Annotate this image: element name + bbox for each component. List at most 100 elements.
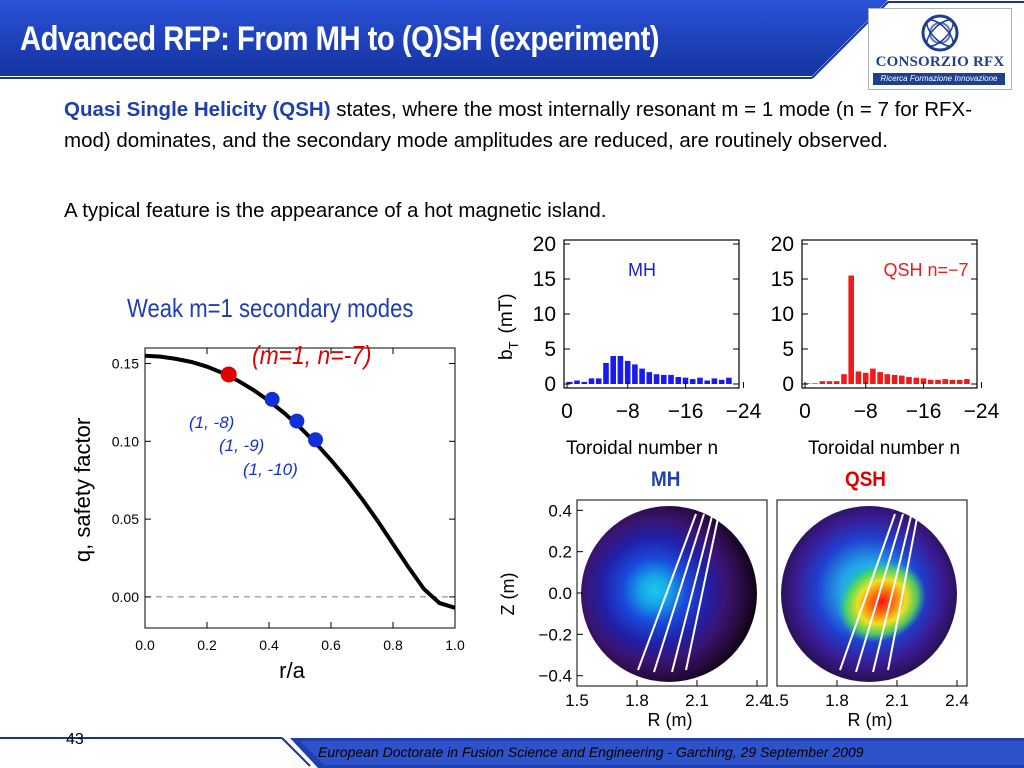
spectrum-bar: [603, 363, 609, 384]
q-xtick-label: 0.4: [259, 637, 279, 653]
spectrum-xtick-label: −8: [854, 400, 878, 423]
spectrum-xtick-label: −8: [616, 400, 640, 423]
map-ytick-label: 0.4: [548, 501, 572, 520]
qsh-xlabel: Toroidal number n: [808, 438, 960, 459]
qsh-map-frame: [776, 499, 968, 687]
map-xtick-label: 2.4: [945, 691, 969, 710]
footer-shape: [0, 737, 1024, 768]
mh-map-xlabel: R (m): [648, 710, 693, 730]
spectrum-ytick-label: 15: [533, 268, 556, 291]
spectrum-bar: [726, 377, 732, 384]
spectrum-ytick-label: 20: [533, 233, 556, 256]
spectrum-bar: [581, 381, 588, 384]
spectrum-bar: [567, 381, 573, 384]
label-1-8: (1, -8): [189, 413, 235, 432]
q-xlabel: r/a: [279, 658, 305, 683]
spectrum-bar: [891, 374, 898, 384]
spectrum-bar: [617, 356, 624, 384]
mh-xlabel: Toroidal number n: [566, 438, 718, 459]
qsh-map-xlabel: R (m): [848, 710, 893, 730]
qsh-caption: QSH: [845, 468, 886, 491]
mh-ylabel: bT(mT): [496, 293, 521, 360]
spectrum-bar: [949, 379, 956, 384]
q-xtick-label: 0.8: [383, 637, 403, 653]
spectrum-bar: [956, 379, 963, 384]
mh-emissivity-disc: [581, 506, 757, 682]
weak-modes-label: Weak m=1 secondary modes: [127, 293, 414, 323]
q-mode-points: [220, 366, 323, 448]
spectrum-ytick-label: 15: [771, 268, 794, 291]
paragraph-qsh: Quasi Single Helicity (QSH) states, wher…: [64, 94, 984, 156]
map-xtick-label: 1.8: [625, 691, 649, 710]
map-xtick-label: 1.8: [825, 691, 849, 710]
map-xtick-label: 1.5: [765, 691, 789, 710]
spectrum-bar: [704, 380, 710, 384]
spectrum-bar: [632, 364, 638, 384]
spectrum-bar: [675, 377, 682, 384]
spectrum-ytick-label: 5: [782, 338, 794, 361]
spectrum-bar: [913, 377, 920, 384]
spectrum-ytick-label: 20: [771, 233, 794, 256]
q-mode-point: [289, 413, 305, 429]
label-1-9: (1, -9): [219, 436, 265, 455]
spectrum-bar: [884, 374, 891, 384]
logo-name: CONSORZIO RFX: [875, 54, 1005, 70]
spectrum-ytick-label: 5: [544, 338, 556, 361]
spectrum-bar: [870, 368, 876, 384]
q-ytick-label: 0.10: [112, 433, 139, 449]
q-mode-point: [220, 366, 237, 383]
header-shape: [0, 0, 1024, 79]
q-ytick-label: 0.00: [112, 589, 139, 605]
mh-bars: [567, 356, 732, 384]
spectrum-bar: [653, 374, 660, 384]
spectrum-bar: [906, 377, 912, 384]
qsh-highlight: Quasi Single Helicity (QSH): [64, 98, 331, 121]
map-xtick-label: 2.4: [745, 691, 769, 710]
spectrum-bar: [819, 381, 826, 384]
map-ytick-label: −0.4: [538, 667, 572, 686]
spectrum-bar: [841, 374, 847, 384]
map-ytick-label: −0.2: [538, 625, 572, 644]
qsh-bars: [805, 275, 970, 384]
spectrum-bar: [610, 356, 616, 384]
mh-spectrum-title: MH: [628, 260, 656, 280]
spectrum-bar: [848, 275, 854, 384]
q-ytick-label: 0.05: [112, 511, 139, 527]
slide-title: Advanced RFP: From MH to (Q)SH (experime…: [20, 20, 660, 58]
map-xtick-label: 2.1: [685, 691, 709, 710]
footer-band: [0, 730, 1024, 768]
rfx-emblem-icon: [921, 14, 959, 52]
spectrum-ytick-label: 10: [771, 303, 794, 326]
spectrum-bar: [689, 379, 696, 384]
logo-tagline: Ricerca Formazione Innovazione: [873, 73, 1005, 85]
mh-spectrum-chart: 0 5 10 15 20 0 −8 −16 −24 MH Toroidal number n b…: [496, 233, 762, 459]
spectrum-bar: [588, 378, 595, 384]
mh-caption: MH: [651, 468, 681, 491]
mh-chords: [637, 513, 719, 673]
spectrum-bar: [964, 379, 970, 384]
q-profile-chart: 0.0 0.2 0.4 0.6 0.8 1.0 0.15 0.10 0.05 0.00 r/a q…: [70, 347, 465, 683]
spectrum-bar: [711, 378, 718, 384]
map-ytick-label: 0.2: [548, 543, 572, 562]
qsh-spectrum-title: QSH n=−7: [883, 260, 968, 280]
tomo-axis-ticks: 0.40.20.0−0.2−0.41.5 1.8 2.1 2.41.5 1.8 2.1 2.…: [538, 501, 968, 710]
qsh-spectrum-chart: 0 5 10 15 20 0 −8 −16 −24 QSH n=−7 Toroidal numb…: [771, 233, 1000, 459]
svg-text:bT(mT): bT(mT): [496, 293, 521, 360]
spectrum-bar: [812, 383, 818, 384]
spectrum-bar: [661, 374, 667, 384]
tomography-maps: 0.40.20.0−0.2−0.41.5 1.8 2.1 2.41.5 1.8 2.1 2.…: [498, 499, 969, 730]
spectrum-bar: [833, 381, 840, 384]
qsh-axis-ticks: 0 5 10 15 20 0 −8 −16 −24: [771, 233, 1000, 423]
q-xtick-label: 1.0: [445, 637, 465, 653]
spectrum-bar: [899, 375, 905, 384]
q-ylabel: q, safety factor: [70, 418, 95, 562]
spectrum-xtick-label: −24: [726, 400, 762, 423]
header-band: [0, 0, 1024, 82]
q-profile-line: [144, 353, 456, 610]
spectrum-bar: [718, 379, 725, 384]
q-xtick-label: 0.2: [197, 637, 217, 653]
spectrum-xtick-label: −24: [964, 400, 1000, 423]
label-m1-n7: (m=1, n=-7): [252, 340, 372, 370]
spectrum-bar: [639, 368, 645, 384]
map-xtick-label: 1.5: [565, 691, 589, 710]
